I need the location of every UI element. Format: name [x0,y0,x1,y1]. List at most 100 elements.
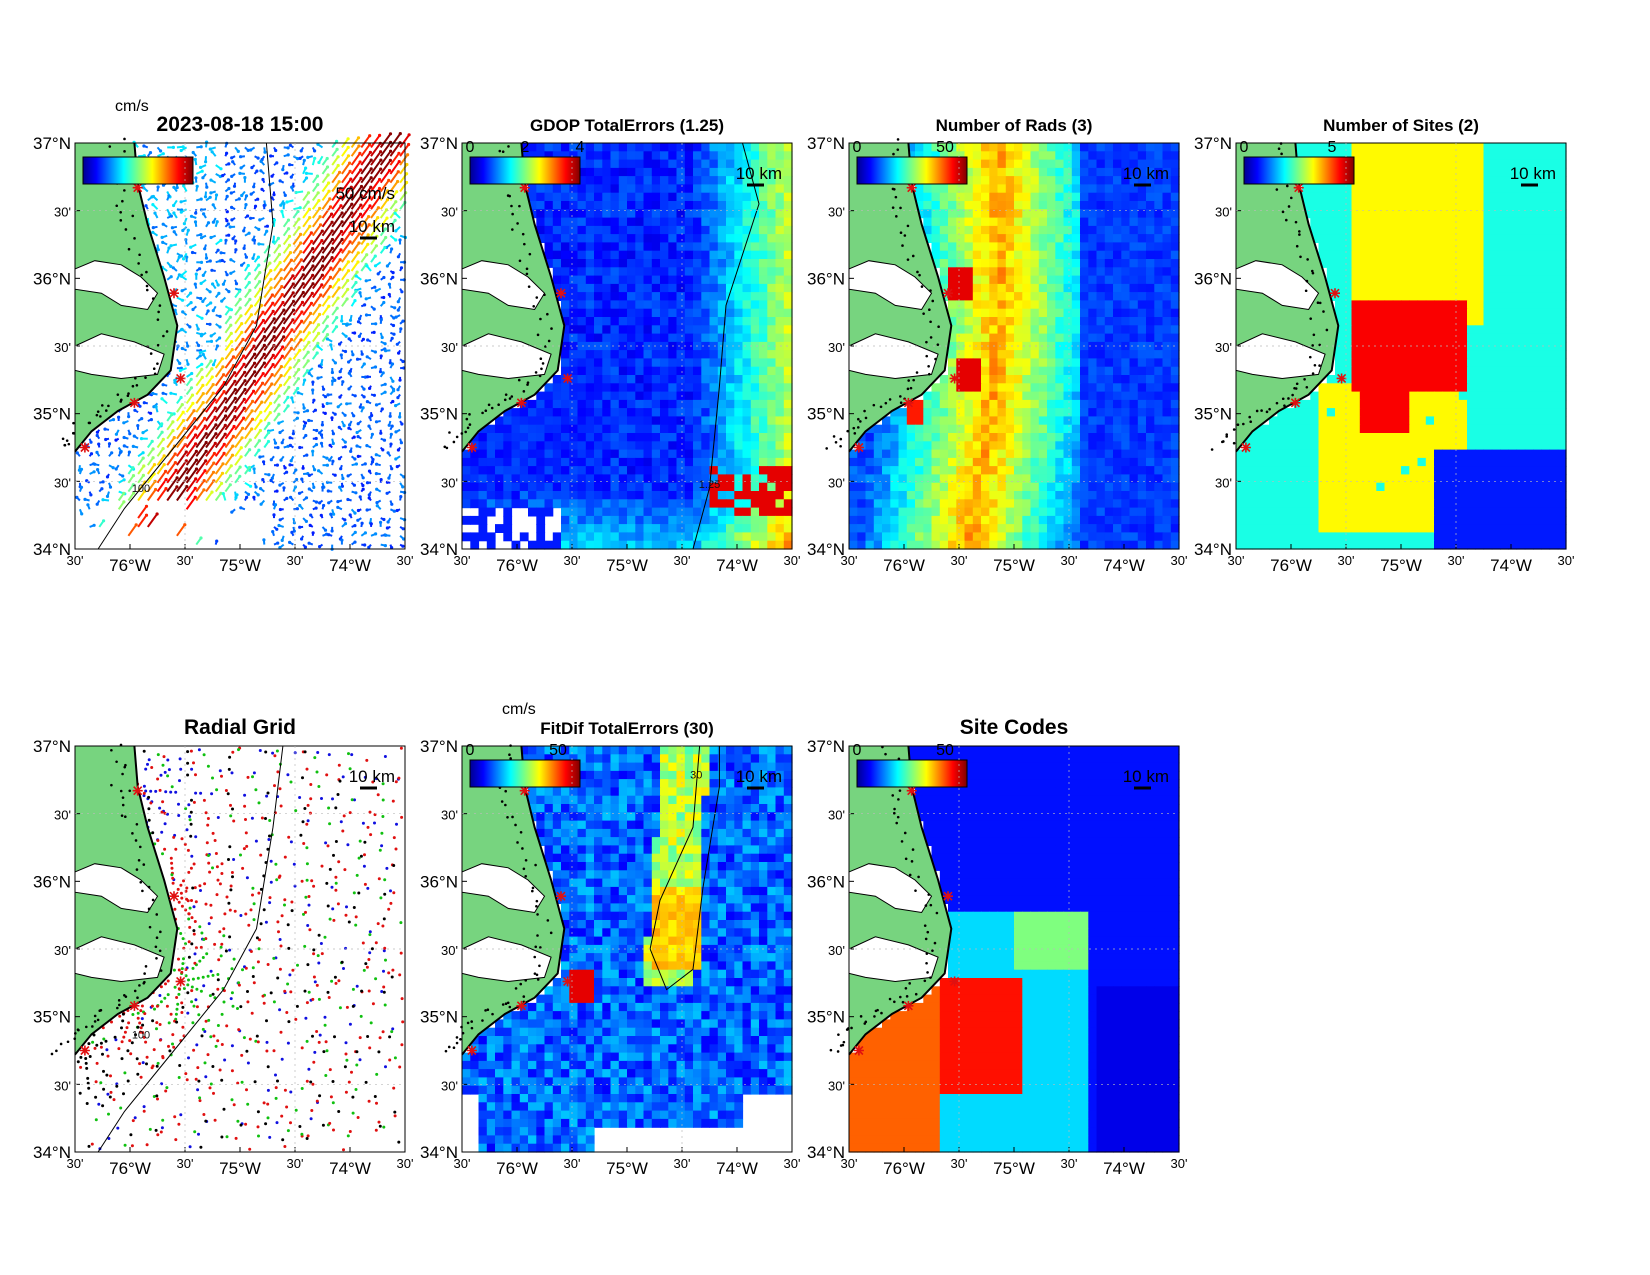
site-marker [79,1045,90,1056]
lon-tick-label: 30' [784,1156,801,1171]
scale-bar: 10 km [1510,164,1556,187]
lat-tick-label: 35°N [1194,405,1232,424]
scale-bar-label: 10 km [349,217,395,236]
site-marker [129,397,140,408]
lat-tick-label: 36°N [33,269,71,288]
site-marker [79,442,90,453]
sound-water [848,260,933,311]
contour-label: 100 [132,1029,150,1041]
panel-title: Number of Sites (2) [1323,116,1479,135]
lon-tick-label: 74°W [1103,1159,1145,1178]
site-marker [1293,182,1304,193]
lat-tick-label: 36°N [1194,269,1232,288]
lat-tick-label: 37°N [33,737,71,756]
colorbar-unit-label: cm/s [115,98,149,115]
sound-water [1235,260,1320,311]
lat-tick-label: 34°N [1194,540,1232,559]
site-marker [562,373,573,384]
colorbar-tick-label: 50 [936,742,954,759]
site-marker [949,373,960,384]
contour-line [649,745,720,991]
sound-water [74,936,165,983]
site-marker [556,891,566,902]
lon-tick-label: 30' [841,1156,858,1171]
lon-tick-label: 75°W [993,556,1035,575]
contour-label: 1.25 [699,479,720,491]
lon-tick-label: 30' [1171,553,1188,568]
lon-tick-label: 30' [564,1156,581,1171]
panel-title: FitDif TotalErrors (30) [540,719,713,738]
scale-bar-label: 10 km [1510,164,1556,183]
lat-tick-label: 30' [54,1078,71,1093]
panel-title: 2023-08-18 15:00 [157,113,324,136]
lat-tick-label: 30' [54,943,71,958]
lon-tick-label: 30' [67,1156,84,1171]
lat-tick-label: 30' [441,943,458,958]
lon-tick-label: 76°W [883,1159,925,1178]
colorbar: 0 2 4 [466,139,585,185]
lat-tick-label: 37°N [33,134,71,153]
lon-tick-label: 75°W [219,556,261,575]
coastline [461,745,566,1056]
lat-tick-label: 36°N [420,269,458,288]
sound-water [461,863,546,914]
lon-tick-label: 74°W [329,556,371,575]
lon-tick-label: 30' [951,1156,968,1171]
site-marker [556,288,566,299]
site-marker [516,397,527,408]
current-vectors [75,132,411,551]
lon-tick-label: 30' [397,553,414,568]
sound-water [1235,333,1326,380]
site-marker [466,1045,477,1056]
panel-nrads: 0 50 Number of Rads (3) 10 km 37°N 30' 36°N 30'… [807,116,1187,575]
sound-water [461,333,552,380]
colorbar-tick-label: 0 [853,742,862,759]
lat-tick-label: 30' [441,475,458,490]
lon-tick-label: 30' [177,1156,194,1171]
site-marker [516,1000,527,1011]
coastline [1235,142,1340,453]
lon-tick-label: 30' [1558,553,1575,568]
field-raster [1236,143,1567,550]
colorbar-tick-label: 0 [853,139,862,156]
lat-tick-label: 34°N [807,540,845,559]
sound-water [74,260,159,311]
lat-tick-label: 35°N [420,405,458,424]
site-marker [175,373,186,384]
site-marker [129,1000,140,1011]
site-marker [1290,397,1301,408]
lon-tick-label: 76°W [109,556,151,575]
site-marker [906,182,917,193]
panel-radial: 100 Radial Grid 10 km 37°N 30' 36°N 30' 35°N 30'… [33,716,413,1178]
sound-water [848,863,933,914]
lon-tick-label: 74°W [716,1159,758,1178]
contour-line [692,142,760,550]
scale-bar: 10 km [1123,164,1169,187]
lon-tick-label: 30' [454,1156,471,1171]
scale-bar-label: 10 km [1123,767,1169,786]
lat-tick-label: 30' [1215,475,1232,490]
panel-currents: 100 cm/s 2023-08-18 15:00 50 cm/s 10 km 37°N 3… [33,98,413,575]
field-raster [462,143,793,550]
colorbar-tick-label: 0 [1240,139,1249,156]
lat-tick-label: 30' [828,1078,845,1093]
contour-label: 30 [690,769,702,781]
scale-bar: 10 km [1123,767,1169,790]
scale-bar-label: 10 km [736,164,782,183]
site-marker [519,182,530,193]
lon-tick-label: 75°W [993,1159,1035,1178]
lat-tick-label: 34°N [420,1143,458,1162]
scale-bar: 10 km [349,767,395,790]
lon-tick-label: 30' [287,1156,304,1171]
lat-tick-label: 30' [828,205,845,220]
lat-tick-label: 30' [441,808,458,823]
contour-line [97,745,284,1153]
scale-bar: 10 km [736,164,782,187]
lon-tick-label: 30' [1448,553,1465,568]
lat-tick-label: 34°N [33,540,71,559]
site-marker [169,891,179,902]
lon-tick-label: 30' [841,553,858,568]
